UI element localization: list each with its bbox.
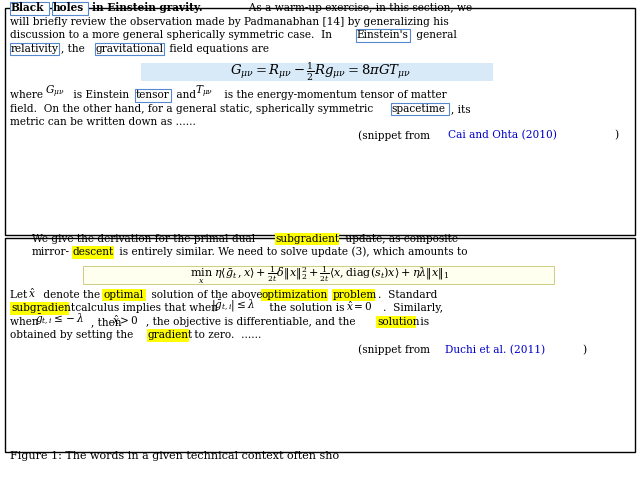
Text: update, as composite: update, as composite bbox=[342, 234, 458, 244]
Text: solution of the above: solution of the above bbox=[148, 290, 263, 300]
Text: gradient: gradient bbox=[148, 330, 193, 340]
Text: in Einstein gravity.: in Einstein gravity. bbox=[92, 2, 203, 13]
Text: Einstein's: Einstein's bbox=[356, 30, 408, 40]
Text: (snippet from: (snippet from bbox=[358, 344, 434, 355]
Text: (snippet from: (snippet from bbox=[358, 130, 434, 141]
Text: problem: problem bbox=[332, 290, 376, 300]
Text: Duchi et al. (2011): Duchi et al. (2011) bbox=[445, 345, 545, 355]
Bar bbox=[5, 238, 635, 452]
Text: spacetime: spacetime bbox=[392, 104, 445, 114]
Text: where: where bbox=[10, 90, 47, 100]
Text: when: when bbox=[10, 317, 42, 327]
Text: is entirely similar. We need to solve update (3), which amounts to: is entirely similar. We need to solve up… bbox=[116, 247, 468, 257]
Text: , its: , its bbox=[451, 104, 471, 114]
Text: general: general bbox=[413, 30, 457, 40]
Text: field.  On the other hand, for a general static, spherically symmetric: field. On the other hand, for a general … bbox=[10, 104, 374, 114]
Text: denote the: denote the bbox=[40, 290, 100, 300]
Text: Black: Black bbox=[11, 2, 44, 13]
Bar bbox=[135, 89, 171, 102]
Text: optimization: optimization bbox=[262, 290, 328, 300]
Bar bbox=[376, 316, 416, 328]
Bar bbox=[261, 289, 328, 302]
Text: to zero.  ......: to zero. ...... bbox=[191, 330, 261, 340]
Text: $T_{\mu\nu}$: $T_{\mu\nu}$ bbox=[195, 84, 213, 100]
Text: optimal: optimal bbox=[103, 290, 143, 300]
Text: $G_{\mu\nu} = R_{\mu\nu} - \frac{1}{2}Rg_{\mu\nu} = 8\pi GT_{\mu\nu}$: $G_{\mu\nu} = R_{\mu\nu} - \frac{1}{2}Rg… bbox=[230, 61, 410, 83]
Text: subgradient: subgradient bbox=[11, 304, 75, 314]
Text: .  Standard: . Standard bbox=[378, 290, 437, 300]
Text: field equations are: field equations are bbox=[166, 43, 269, 54]
Text: $|\bar{g}_{t,i}| \leq \lambda$: $|\bar{g}_{t,i}| \leq \lambda$ bbox=[211, 297, 255, 314]
Text: the solution is: the solution is bbox=[266, 304, 348, 314]
Bar bbox=[95, 43, 164, 55]
Bar bbox=[275, 233, 339, 245]
Text: $\hat{x}$: $\hat{x}$ bbox=[28, 287, 36, 300]
Text: , the: , the bbox=[61, 43, 85, 54]
Bar bbox=[83, 266, 554, 284]
Text: .  Similarly,: . Similarly, bbox=[383, 304, 443, 314]
Text: $\hat{x} = 0$: $\hat{x} = 0$ bbox=[346, 300, 372, 314]
Text: Let: Let bbox=[10, 290, 31, 300]
Text: Cai and Ohta (2010): Cai and Ohta (2010) bbox=[448, 130, 557, 141]
Bar bbox=[102, 289, 146, 302]
Bar bbox=[10, 303, 69, 315]
Text: ): ) bbox=[582, 345, 586, 355]
Bar bbox=[332, 289, 375, 302]
Text: , then: , then bbox=[91, 317, 125, 327]
Text: relativity: relativity bbox=[11, 43, 59, 54]
Bar bbox=[10, 43, 59, 55]
Text: Figure 1: The words in a given technical context often sho: Figure 1: The words in a given technical… bbox=[10, 451, 339, 461]
Text: We give the derivation for the primal-dual: We give the derivation for the primal-du… bbox=[32, 234, 255, 244]
Text: discussion to a more general spherically symmetric case.  In: discussion to a more general spherically… bbox=[10, 30, 332, 40]
Text: obtained by setting the: obtained by setting the bbox=[10, 330, 134, 340]
Bar bbox=[52, 2, 88, 15]
Text: tensor: tensor bbox=[136, 90, 170, 100]
Bar bbox=[72, 246, 114, 259]
Text: is Einstein: is Einstein bbox=[70, 90, 129, 100]
Text: is the energy-momentum tensor of matter: is the energy-momentum tensor of matter bbox=[221, 90, 447, 100]
Text: $\hat{x} > 0$: $\hat{x} > 0$ bbox=[112, 314, 139, 327]
Text: , the objective is differentiable, and the: , the objective is differentiable, and t… bbox=[146, 317, 355, 327]
Bar bbox=[356, 29, 410, 42]
Text: subgradient: subgradient bbox=[276, 234, 340, 244]
Text: will briefly review the observation made by Padmanabhan [14] by generalizing his: will briefly review the observation made… bbox=[10, 17, 449, 27]
Text: metric can be written down as ......: metric can be written down as ...... bbox=[10, 117, 196, 127]
Text: $G_{\mu\nu}$: $G_{\mu\nu}$ bbox=[45, 84, 64, 100]
Text: is: is bbox=[417, 317, 429, 327]
Text: As a warm-up exercise, in this section, we: As a warm-up exercise, in this section, … bbox=[242, 3, 472, 13]
Bar bbox=[147, 329, 189, 342]
Text: and: and bbox=[173, 90, 199, 100]
Bar bbox=[141, 63, 493, 81]
Bar bbox=[10, 2, 49, 15]
Bar bbox=[391, 103, 449, 115]
Text: gravitational: gravitational bbox=[95, 43, 163, 54]
Text: ): ) bbox=[614, 130, 618, 141]
Text: $\min_x \; \eta\langle\bar{g}_t, x\rangle + \frac{1}{2t}\delta\|x\|_2^2 + \frac{: $\min_x \; \eta\langle\bar{g}_t, x\rangl… bbox=[191, 265, 449, 286]
Text: mirror-: mirror- bbox=[32, 247, 70, 257]
Text: solution: solution bbox=[377, 317, 419, 327]
Text: calculus implies that when: calculus implies that when bbox=[72, 304, 221, 314]
Text: $\bar{g}_{t,i} \leq -\lambda$: $\bar{g}_{t,i} \leq -\lambda$ bbox=[35, 312, 84, 327]
Text: descent: descent bbox=[73, 247, 114, 257]
Text: holes: holes bbox=[53, 2, 84, 13]
Bar bbox=[5, 8, 635, 235]
